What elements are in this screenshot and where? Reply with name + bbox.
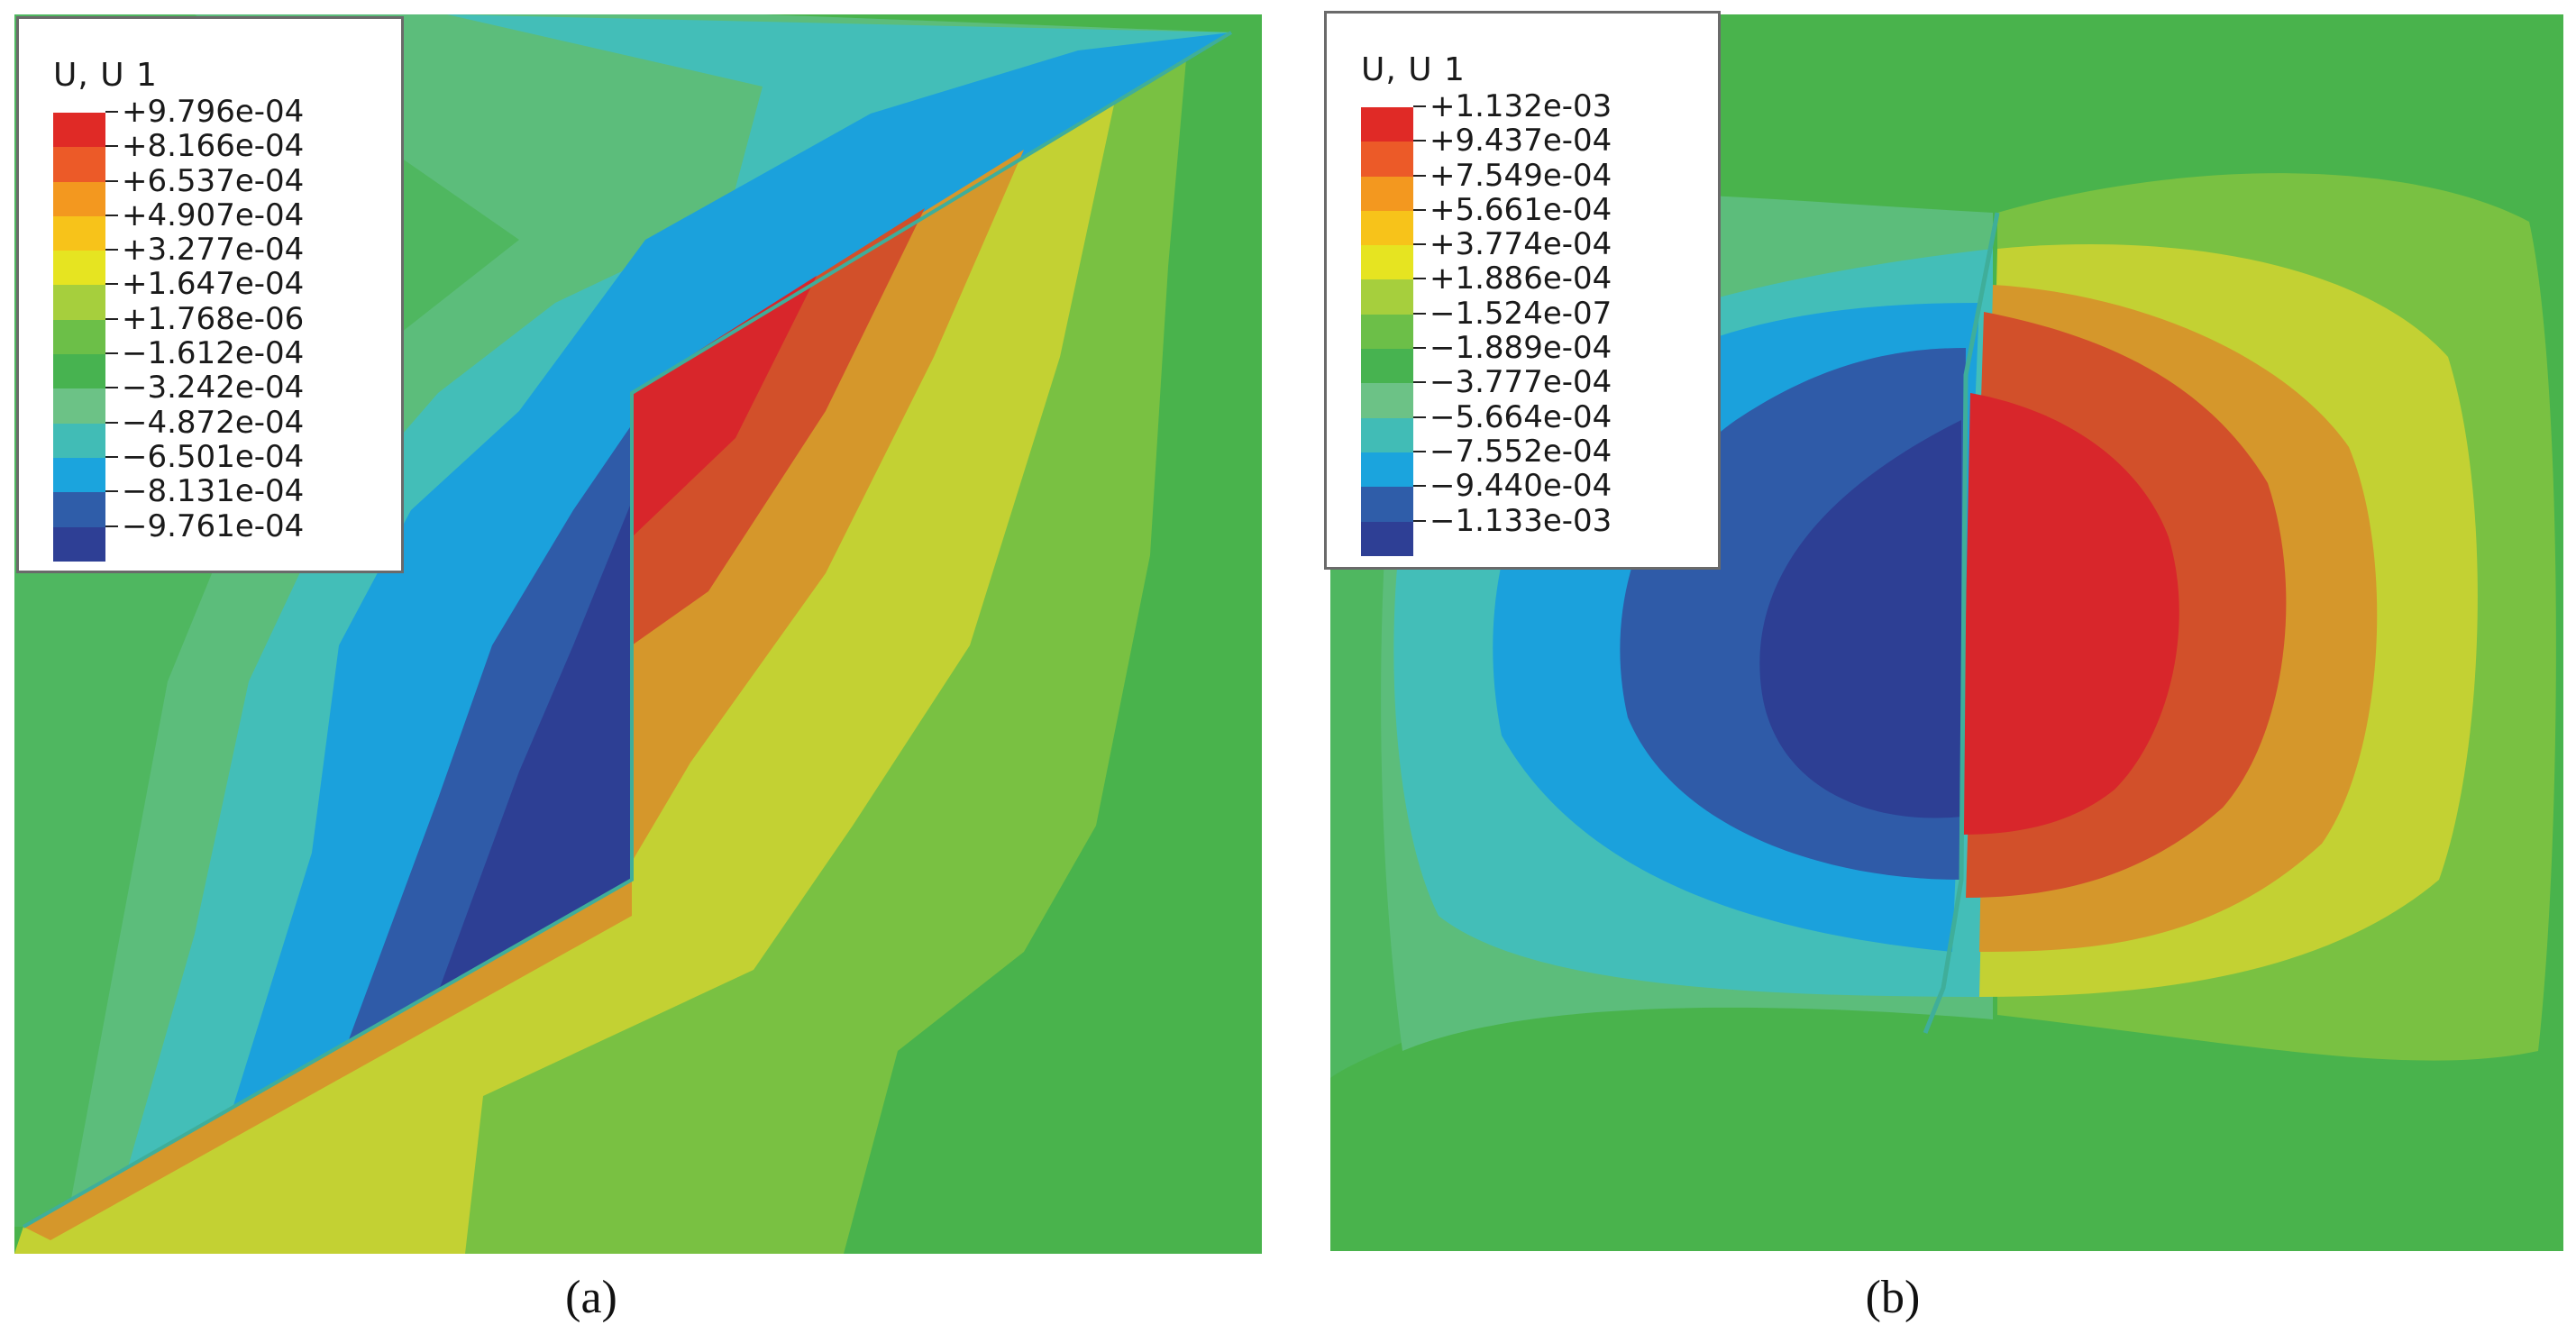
panel-b-legend-label: −7.552e-04 <box>1430 433 1612 470</box>
panel-b-fault-line <box>1923 212 2000 1034</box>
panel-a-legend-label: +8.166e-04 <box>122 128 305 165</box>
panel-b-region-red-right <box>1961 393 2179 835</box>
panel-a-legend-label: +1.768e-06 <box>122 300 305 337</box>
panel-b-legend-swatch <box>1361 142 1413 177</box>
panel-b-legend-tick <box>1413 312 1426 315</box>
panel-b-legend-tick <box>1413 450 1426 452</box>
panel-a-legend-swatch <box>53 319 105 355</box>
panel-a-legend-tick <box>105 249 118 251</box>
panel-a-region-redorange <box>632 208 925 645</box>
panel-a-legend-label: −9.761e-04 <box>122 507 305 544</box>
panel-a-caption: (a) <box>565 1272 617 1323</box>
panel-b-legend-tick <box>1413 347 1426 350</box>
panel-b-legend-tick <box>1413 140 1426 142</box>
panel-a-legend-swatch <box>53 251 105 286</box>
panel-a-legend-label: +6.537e-04 <box>122 162 305 199</box>
panel-a-legend-label: −1.612e-04 <box>122 335 305 372</box>
panel-a-legend-title: U, U 1 <box>53 57 158 94</box>
panel-a-legend-label: −8.131e-04 <box>122 473 305 510</box>
panel-b-legend-label: −1.889e-04 <box>1430 330 1612 367</box>
panel-b-legend-tick <box>1413 105 1426 107</box>
panel-a-legend-tick <box>105 179 118 182</box>
panel-b-legend-swatch <box>1361 521 1413 556</box>
panel-b-legend-label: +9.437e-04 <box>1430 123 1612 160</box>
panel-b-legend-title: U, U 1 <box>1361 51 1466 88</box>
panel-a-legend-tick <box>105 387 118 389</box>
panel-b-legend-tick <box>1413 278 1426 280</box>
panel-b-legend-swatch <box>1361 279 1413 315</box>
panel-b-legend-swatch <box>1361 245 1413 280</box>
panel-b-legend-swatch <box>1361 176 1413 211</box>
panel-b-legend-tick <box>1413 243 1426 246</box>
panel-a-legend-tick <box>105 525 118 527</box>
panel-a-legend: U, U 1 +9.796e-04 +8.166e-04 +6.537e-04 +4.… <box>16 16 404 573</box>
panel-a-region-red <box>632 276 817 537</box>
panel-b-legend-tick <box>1413 519 1426 522</box>
panel-a-legend-label: +3.277e-04 <box>122 232 305 269</box>
panel-b-legend-label: −1.524e-07 <box>1430 295 1612 332</box>
panel-a-legend-swatch <box>53 457 105 493</box>
panel-a-legend-swatch <box>53 285 105 320</box>
panel-b-legend-label: −5.664e-04 <box>1430 398 1612 435</box>
panel-a-legend-swatch <box>53 354 105 389</box>
panel-a-legend-label: −3.242e-04 <box>122 370 305 407</box>
panel-a-legend-label: −4.872e-04 <box>122 404 305 441</box>
panel-a-legend-tick <box>105 283 118 286</box>
panel-b-legend-label: −1.133e-03 <box>1430 502 1612 539</box>
panel-b-legend-label: +1.132e-03 <box>1430 88 1612 124</box>
panel-b-legend-swatch <box>1361 107 1413 142</box>
panel-a-legend-swatch <box>53 181 105 216</box>
panel-b-legend-swatch <box>1361 452 1413 488</box>
panel-a-legend-label: −6.501e-04 <box>122 438 305 475</box>
panel-b-legend-swatch <box>1361 349 1413 384</box>
panel-a-legend-swatch <box>53 215 105 251</box>
panel-a-legend-label: +9.796e-04 <box>122 94 305 130</box>
panel-a-legend-label: +1.647e-04 <box>122 266 305 303</box>
panel-b-caption: (b) <box>1865 1272 1921 1323</box>
panel-b-legend-label: −3.777e-04 <box>1430 364 1612 401</box>
panel-b-legend-tick <box>1413 416 1426 418</box>
panel-b-legend-label: +5.661e-04 <box>1430 191 1612 228</box>
panel-b-legend-swatch <box>1361 210 1413 246</box>
panel-a-legend-swatch <box>53 147 105 182</box>
panel-b-legend-label: +1.886e-04 <box>1430 260 1612 297</box>
panel-b-legend-tick <box>1413 381 1426 384</box>
panel-b-region-navy-left <box>1759 420 1961 818</box>
panel-a-legend-tick <box>105 352 118 355</box>
panel-a-legend-label: +4.907e-04 <box>122 196 305 233</box>
panel-b-legend-swatch <box>1361 487 1413 522</box>
panel-a-legend-swatch <box>53 388 105 424</box>
panel-a-legend-swatch <box>53 113 105 148</box>
panel-b-legend: U, U 1 +1.132e-03 +9.437e-04 +7.549e-04 +5.… <box>1324 11 1721 570</box>
panel-a-legend-swatch <box>53 423 105 458</box>
panel-b-legend-swatch <box>1361 383 1413 418</box>
panel-a-legend-tick <box>105 111 118 113</box>
panel-a-legend-swatch <box>53 492 105 527</box>
panel-a-legend-swatch <box>53 526 105 562</box>
panel-a-legend-tick <box>105 214 118 216</box>
panel-a-contour-plot <box>14 14 1262 1254</box>
panel-b-legend-tick <box>1413 208 1426 211</box>
panel-a-legend-tick <box>105 145 118 148</box>
panel-b-legend-label: +3.774e-04 <box>1430 226 1612 263</box>
panel-b-legend-tick <box>1413 174 1426 177</box>
panel-a-legend-tick <box>105 317 118 320</box>
panel-b-legend-swatch <box>1361 417 1413 452</box>
panel-a-legend-tick <box>105 490 118 493</box>
panel-a-legend-tick <box>105 421 118 424</box>
panel-a-legend-swatches <box>53 113 105 562</box>
panel-a-region-orange-strip <box>23 880 632 1240</box>
panel-a-fault-line <box>23 31 1233 1229</box>
panel-b-legend-swatch <box>1361 314 1413 350</box>
panel-b-legend-tick <box>1413 485 1426 488</box>
panel-a-legend-tick <box>105 455 118 458</box>
panel-b-legend-label: −9.440e-04 <box>1430 468 1612 505</box>
panel-a-region-navy <box>438 501 632 992</box>
panel-b-legend-label: +7.549e-04 <box>1430 157 1612 194</box>
panel-b-legend-swatches <box>1361 107 1413 556</box>
panel-a-svg <box>14 14 1262 1254</box>
